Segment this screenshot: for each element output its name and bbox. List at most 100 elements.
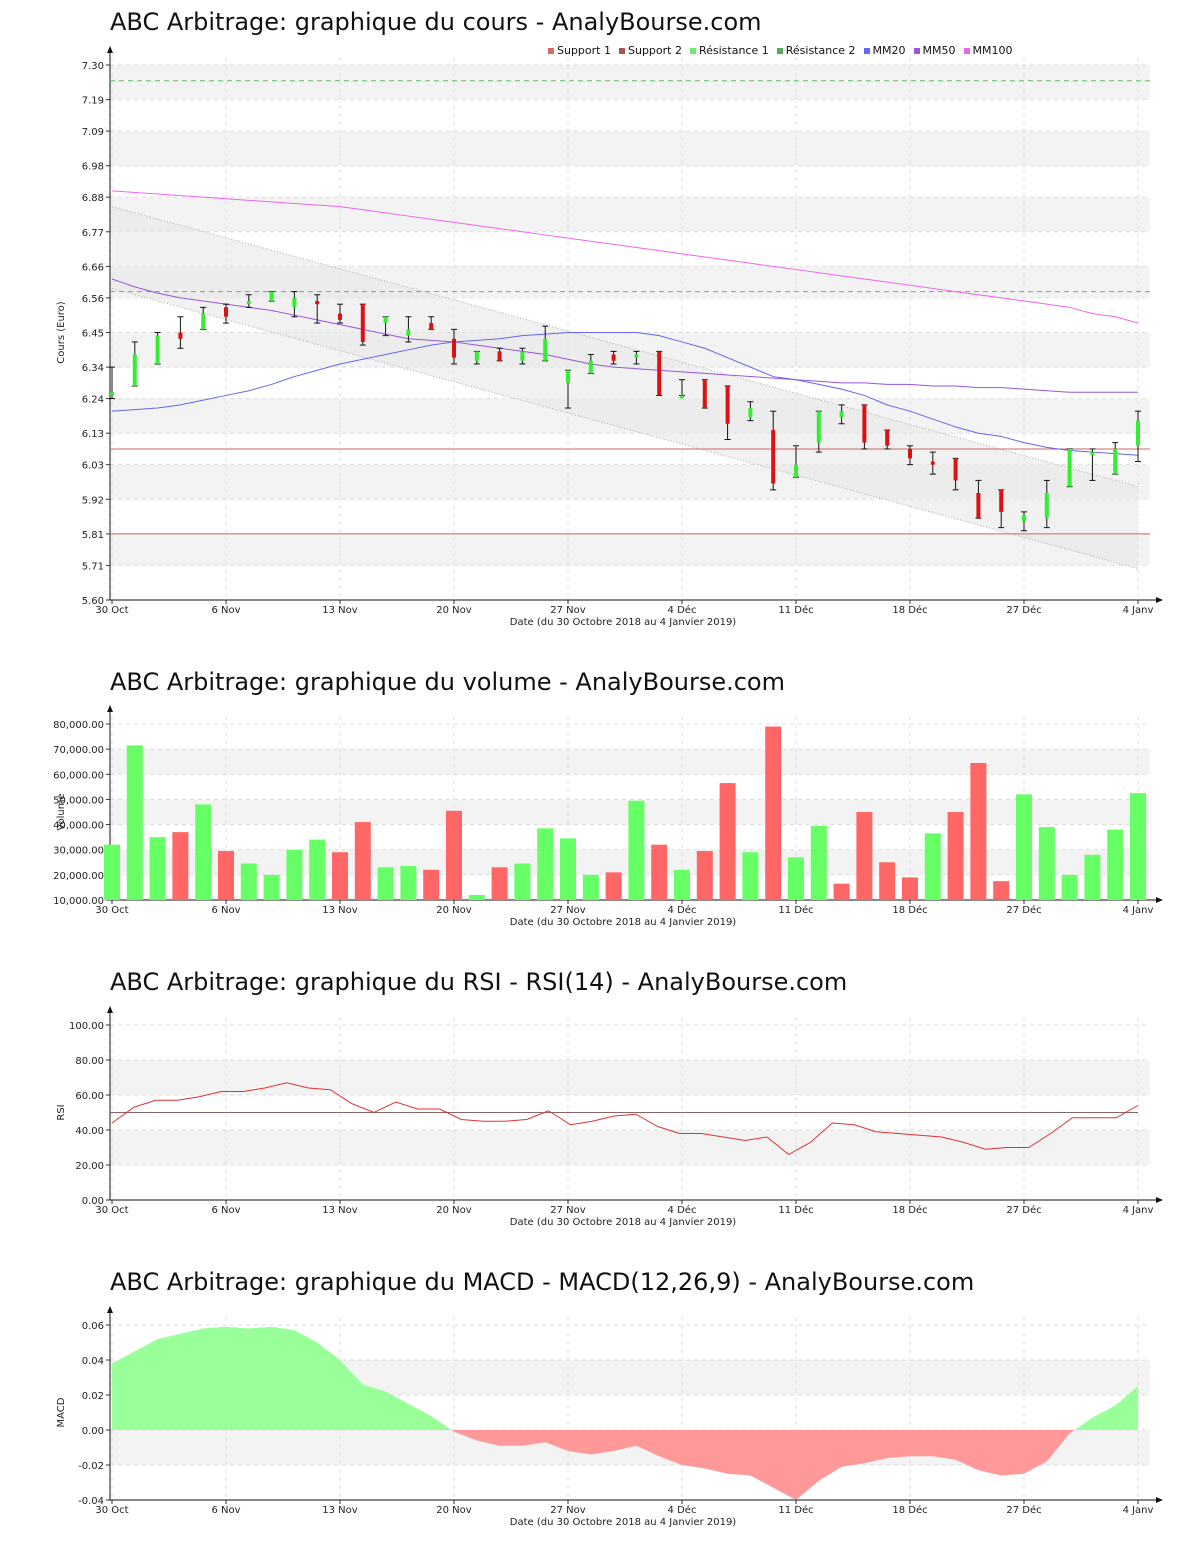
volume-chart-title: ABC Arbitrage: graphique du volume - Ana…	[110, 668, 785, 696]
volume-bar	[970, 762, 987, 900]
volume-bar	[172, 832, 189, 900]
candle-body	[224, 307, 228, 317]
y-axis-label: Volume	[56, 793, 67, 830]
candle-body	[725, 386, 730, 424]
y-tick-label: 7.09	[82, 127, 104, 138]
y-tick-label: 5.92	[82, 495, 104, 506]
legend-support-1: Support 1	[548, 44, 611, 57]
x-tick-label: 20 Nov	[436, 905, 472, 916]
candle-body	[657, 351, 662, 396]
price-chart-title: ABC Arbitrage: graphique du cours - Anal…	[110, 8, 762, 36]
candle-body	[566, 370, 570, 383]
rsi-line	[111, 1082, 1139, 1156]
x-tick-label: 27 Déc	[1006, 1204, 1041, 1216]
x-tick-label: 20 Nov	[436, 1505, 472, 1516]
y-tick-label: 6.88	[82, 193, 104, 204]
candle-body	[862, 404, 867, 443]
candle-body	[1113, 448, 1118, 475]
y-tick-label: 6.13	[82, 429, 104, 440]
y-tick-label: 6.45	[82, 329, 104, 340]
legend-label: Résistance 1	[698, 44, 769, 57]
x-tick-label: 18 Déc	[892, 1204, 927, 1216]
volume-bar	[560, 838, 576, 900]
candle-body	[201, 313, 206, 330]
y-axis-arrow	[107, 46, 113, 53]
volume-bar	[240, 863, 257, 900]
candle-body	[429, 323, 434, 330]
y-tick-label: 80,000.00	[53, 720, 104, 731]
x-axis-arrow	[1156, 1197, 1163, 1203]
trend-channel	[112, 206, 1138, 569]
price-panel: 30 Oct 6 Nov 13 Nov 20 Nov 27 Nov 4 Déc 11 Déc…	[56, 46, 1163, 628]
volume-bar	[924, 833, 941, 900]
x-tick-label: 27 Déc	[1006, 1504, 1041, 1516]
y-tick-label: 0.00	[82, 1426, 104, 1437]
candle-body	[999, 489, 1004, 512]
x-tick-label: 30 Oct	[95, 605, 128, 616]
y-axis-label: Cours (Euro)	[56, 301, 67, 364]
volume-bar	[514, 863, 531, 900]
x-tick-label: 20 Nov	[436, 1205, 472, 1216]
volume-bar	[126, 745, 143, 900]
candle-body	[246, 301, 251, 305]
volume-panel: 30 Oct 6 Nov 13 Nov 20 Nov 27 Nov 4 Déc 11 Déc…	[53, 705, 1163, 928]
volume-bar	[879, 862, 896, 900]
y-tick-label: 80.00	[75, 1056, 104, 1067]
x-tick-label: 30 Oct	[95, 1205, 128, 1216]
volume-bar	[1061, 874, 1078, 900]
volume-bar	[400, 866, 417, 900]
x-tick-label: 11 Déc	[778, 904, 813, 916]
y-axis-arrow	[107, 705, 113, 712]
y-tick-label: 0.00	[82, 1196, 104, 1207]
y-tick-label: 20,000.00	[53, 871, 104, 882]
legend-mm20: MM20	[863, 44, 906, 57]
candle-body	[1022, 515, 1026, 522]
y-tick-label: 60.00	[75, 1091, 104, 1102]
macd-area-positive	[1074, 1386, 1138, 1430]
legend-swatch	[863, 47, 870, 54]
macd-area-negative	[451, 1430, 1075, 1500]
x-tick-label: 6 Nov	[211, 1205, 240, 1216]
candle-body	[520, 351, 525, 361]
volume-bar	[1084, 854, 1101, 900]
x-tick-label: 4 Déc	[668, 604, 697, 616]
volume-bar	[309, 839, 326, 900]
x-tick-label: 13 Nov	[322, 905, 358, 916]
y-tick-label: 40.00	[75, 1126, 104, 1137]
plot-band	[110, 1060, 1150, 1095]
candle-body	[816, 411, 821, 443]
legend-swatch	[963, 47, 970, 54]
x-axis-label: Date (du 30 Octobre 2018 au 4 Janvier 20…	[510, 1517, 737, 1528]
volume-bar	[582, 874, 599, 900]
legend-support-2: Support 2	[618, 44, 682, 57]
mm50-line	[111, 278, 1138, 393]
volume-bar	[1038, 827, 1055, 900]
volume-bar	[993, 881, 1010, 900]
plot-band	[110, 1130, 1150, 1165]
volume-bar	[1130, 793, 1146, 900]
x-tick-label: 13 Nov	[322, 1505, 358, 1516]
volume-bar	[856, 812, 873, 900]
candle-body	[908, 448, 912, 459]
candle-body	[269, 291, 274, 302]
x-tick-label: 4 Janv	[1123, 1505, 1154, 1516]
y-tick-label: 60,000.00	[53, 770, 104, 781]
y-axis-label: RSI	[56, 1104, 67, 1120]
y-tick-label: 7.30	[82, 61, 104, 72]
volume-bar	[423, 869, 440, 900]
y-tick-label: 6.56	[82, 294, 104, 305]
y-tick-label: 6.34	[82, 363, 104, 374]
x-tick-label: 6 Nov	[211, 1505, 240, 1516]
candle-body	[885, 430, 890, 446]
volume-bar	[674, 869, 690, 900]
candle-body	[794, 464, 798, 478]
volume-bar	[833, 883, 850, 900]
x-tick-label: 18 Déc	[892, 604, 927, 616]
x-axis-label: Date (du 30 Octobre 2018 au 4 Janvier 20…	[510, 617, 737, 628]
volume-bar	[263, 874, 280, 900]
legend-label: MM100	[972, 44, 1013, 57]
y-tick-label: 5.71	[82, 561, 104, 572]
y-tick-label: 0.02	[82, 1391, 104, 1402]
x-tick-label: 18 Déc	[892, 1504, 927, 1516]
